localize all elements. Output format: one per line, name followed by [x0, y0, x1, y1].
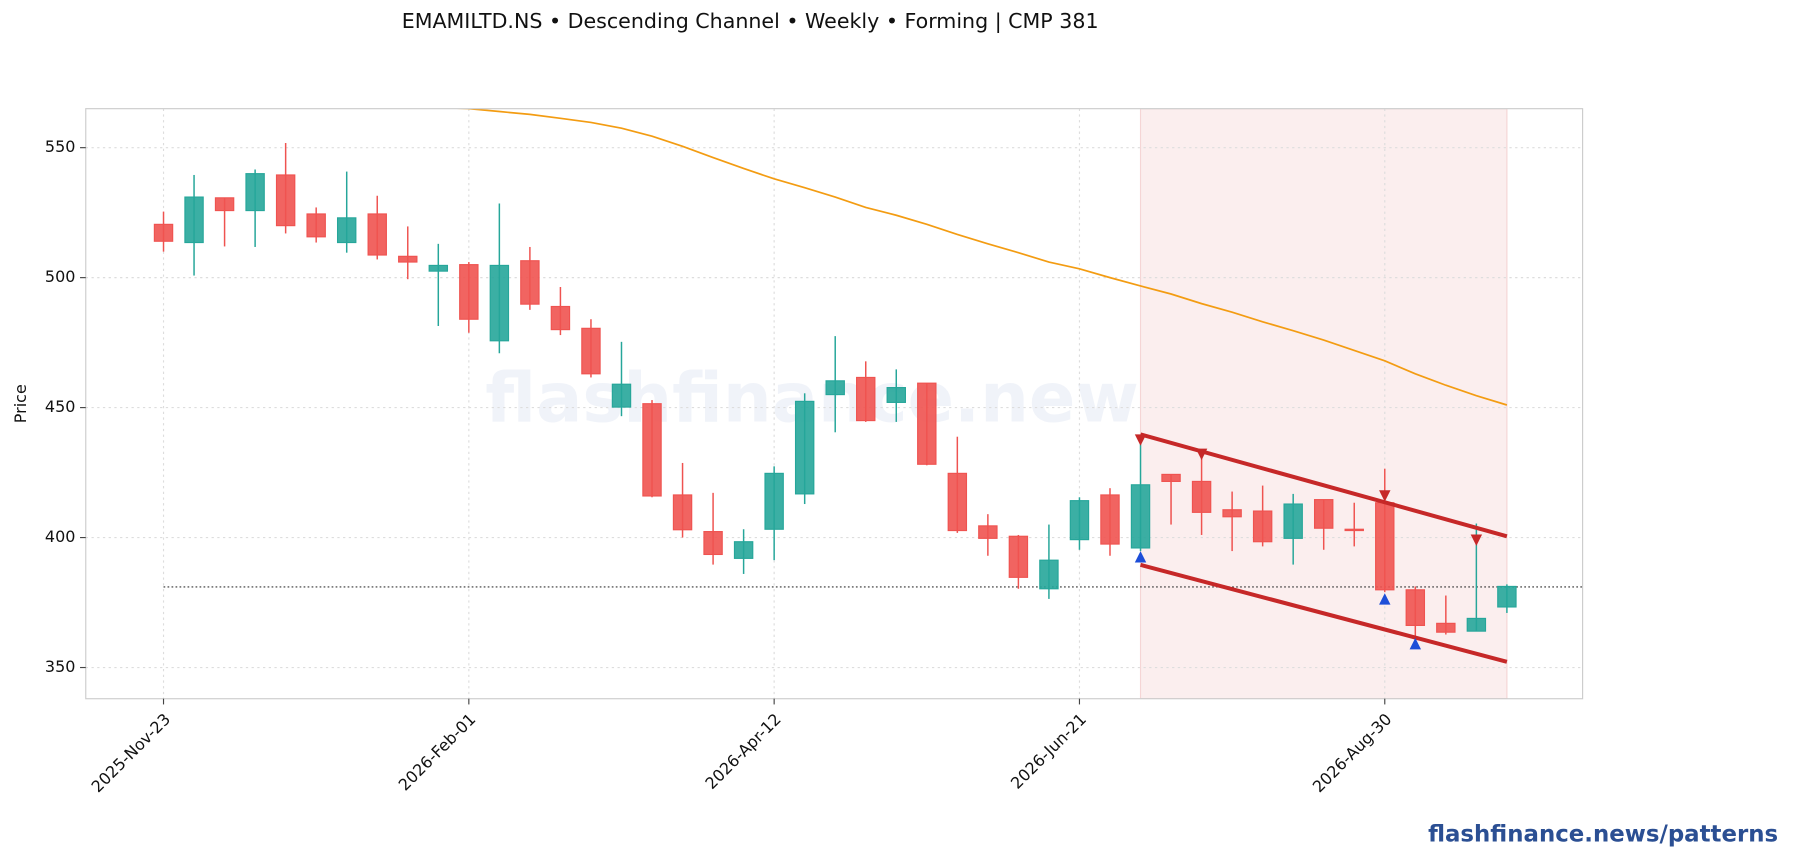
candle-body	[581, 327, 601, 375]
candle-body	[947, 472, 968, 532]
candle-body	[367, 213, 387, 256]
candle-body	[1191, 480, 1212, 513]
candle-body	[153, 223, 174, 242]
x-tick-label: 2026-Apr-12	[701, 710, 784, 793]
candle-body	[1436, 622, 1456, 633]
pivot-high	[1470, 534, 1483, 546]
candle-body	[550, 305, 571, 331]
candle-body	[978, 525, 998, 539]
candle-body	[1130, 484, 1151, 549]
plot-area	[85, 108, 1583, 699]
pivot-high	[1379, 490, 1391, 502]
candle-body	[1100, 494, 1120, 545]
candle-body	[489, 264, 510, 342]
candle-body	[856, 376, 876, 422]
x-tick-label: 2026-Aug-30	[1309, 710, 1396, 797]
candle-body	[1161, 473, 1181, 482]
candle-body	[886, 387, 906, 403]
y-axis-label: Price	[11, 384, 30, 423]
candle-body	[245, 173, 265, 212]
pivot-high	[1195, 448, 1208, 461]
candle-body	[1222, 509, 1242, 518]
candle-body	[1283, 503, 1303, 539]
candle-body	[1008, 535, 1029, 578]
candle-body	[459, 264, 479, 320]
pivot-low	[1379, 593, 1391, 605]
footer-link: flashfinance.news/patterns	[1428, 821, 1778, 847]
candle-body	[825, 380, 845, 396]
candle-body	[214, 197, 235, 212]
chart-title: EMAMILTD.NS • Descending Channel • Weekl…	[402, 9, 1099, 34]
pivot-low	[1134, 551, 1147, 563]
pattern-zone	[1139, 108, 1508, 699]
x-tick-label: 2025-Nov-23	[88, 710, 175, 797]
candle-body	[1497, 585, 1517, 608]
x-tick-label: 2026-Jun-21	[1007, 710, 1090, 793]
x-tick-label: 2026-Feb-01	[395, 710, 480, 795]
watermark: flashfinance.news	[485, 359, 1179, 439]
candle-body	[520, 260, 540, 305]
candle-body	[1252, 510, 1273, 543]
candle-body	[336, 217, 357, 244]
channel-lower	[1140, 562, 1508, 664]
candle-body	[794, 400, 815, 495]
y-tick-label: 550	[45, 137, 76, 156]
candle-body	[611, 383, 632, 408]
candle-body	[703, 531, 723, 556]
candle-body	[1405, 589, 1426, 626]
candle-body	[764, 472, 784, 530]
pivot-low	[1409, 637, 1422, 650]
candle-body	[1344, 528, 1364, 532]
candle-body	[275, 174, 296, 227]
candle-body	[1039, 559, 1059, 590]
y-tick-label: 350	[45, 657, 76, 676]
candle-body	[733, 541, 754, 559]
candle-body	[642, 403, 662, 497]
pivot-high	[1134, 434, 1147, 446]
candle-body	[1069, 500, 1090, 541]
y-tick-label: 450	[45, 397, 76, 416]
candle-body	[1375, 502, 1395, 591]
plot-frame	[85, 108, 1584, 700]
candle-body	[184, 196, 204, 244]
candle-body	[917, 382, 937, 465]
candle-body	[428, 264, 449, 272]
candle-body	[1466, 617, 1487, 632]
y-tick-label: 500	[45, 267, 76, 286]
candle-body	[306, 213, 326, 238]
moving-average	[448, 108, 1508, 406]
candle-body	[398, 255, 418, 263]
candle-body	[1313, 499, 1334, 529]
candle-body	[672, 494, 693, 531]
y-tick-label: 400	[45, 527, 76, 546]
